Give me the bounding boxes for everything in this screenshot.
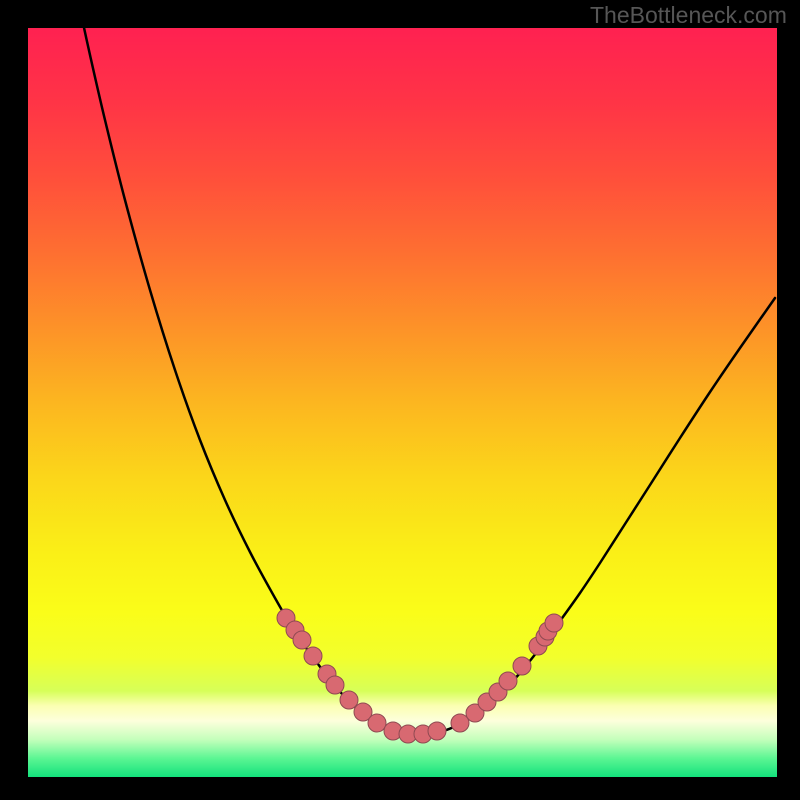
gradient-background — [28, 28, 777, 777]
data-marker — [326, 676, 344, 694]
watermark-text: TheBottleneck.com — [590, 2, 787, 29]
data-marker — [340, 691, 358, 709]
bottleneck-chart — [0, 0, 800, 800]
data-marker — [499, 672, 517, 690]
data-marker — [545, 614, 563, 632]
data-marker — [368, 714, 386, 732]
data-marker — [513, 657, 531, 675]
data-marker — [293, 631, 311, 649]
data-marker — [428, 722, 446, 740]
data-marker — [304, 647, 322, 665]
